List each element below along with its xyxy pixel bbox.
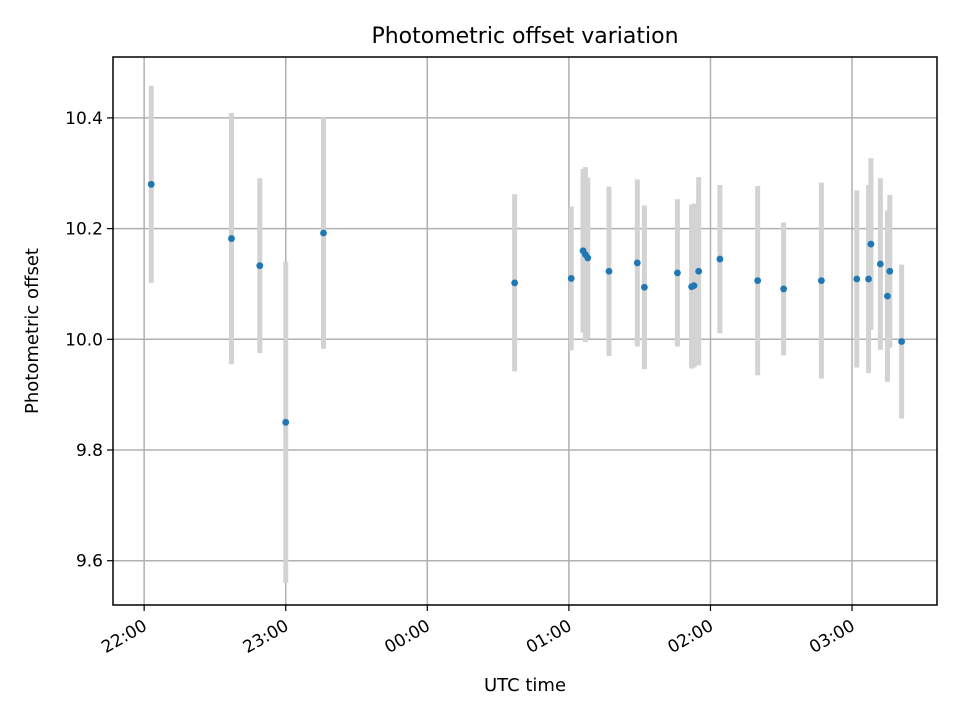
data-point bbox=[640, 283, 648, 291]
data-point bbox=[716, 255, 724, 263]
data-point bbox=[884, 292, 891, 300]
x-tick-label: 22:00 bbox=[98, 616, 150, 658]
data-point bbox=[853, 275, 861, 283]
data-point bbox=[865, 275, 872, 283]
data-point bbox=[633, 259, 641, 267]
data-point bbox=[867, 240, 875, 248]
y-tick-label: 10.4 bbox=[65, 109, 103, 129]
data-point bbox=[320, 229, 327, 237]
chart-title: Photometric offset variation bbox=[371, 24, 678, 49]
data-point bbox=[690, 282, 698, 290]
y-tick-label: 10.0 bbox=[65, 330, 103, 350]
x-tick-label: 02:00 bbox=[665, 616, 717, 658]
x-tick-label: 03:00 bbox=[806, 616, 858, 658]
y-tick-label: 9.8 bbox=[76, 441, 103, 461]
data-points bbox=[147, 180, 906, 426]
data-point bbox=[780, 285, 788, 293]
error-bars bbox=[148, 85, 905, 583]
data-point bbox=[228, 235, 235, 242]
data-point bbox=[886, 267, 894, 275]
plot-frame bbox=[112, 56, 938, 606]
data-point bbox=[511, 279, 519, 287]
grid-lines bbox=[113, 57, 937, 605]
data-point bbox=[674, 269, 681, 277]
y-axis-label: Photometric offset bbox=[22, 248, 43, 414]
data-point bbox=[567, 275, 575, 282]
x-tick-label: 00:00 bbox=[381, 616, 433, 658]
data-point bbox=[876, 260, 884, 268]
x-tick-label: 01:00 bbox=[523, 616, 575, 658]
data-point bbox=[605, 267, 613, 275]
axis-ticks: 22:00 23:00 00:00 01:00 02:00 03:00 9.6 9.8 10.0… bbox=[65, 109, 858, 658]
data-point bbox=[754, 277, 762, 285]
data-point bbox=[282, 418, 290, 426]
x-axis-label: UTC time bbox=[484, 675, 566, 696]
data-point bbox=[147, 180, 155, 188]
data-point bbox=[817, 277, 825, 285]
data-point bbox=[256, 262, 264, 270]
y-tick-label: 9.6 bbox=[76, 552, 103, 572]
data-point bbox=[584, 254, 592, 262]
data-point bbox=[695, 267, 703, 275]
y-tick-label: 10.2 bbox=[65, 220, 103, 240]
x-tick-label: 23:00 bbox=[240, 616, 292, 658]
data-point bbox=[898, 338, 906, 345]
